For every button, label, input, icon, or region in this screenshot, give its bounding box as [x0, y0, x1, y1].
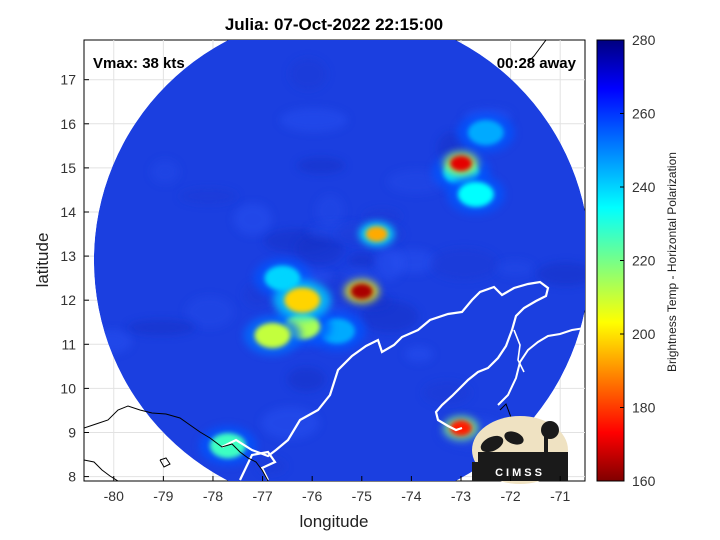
colorbar-ticks: 160 180 200 220 240 260 280: [620, 32, 656, 489]
feature-core: [467, 120, 504, 146]
colorbar-tick-label: 200: [632, 326, 656, 342]
texture-blob: [316, 194, 345, 227]
feature-core: [449, 155, 472, 172]
texture-blob: [496, 260, 535, 277]
swath: [93, 40, 585, 481]
cimss-logo: CIMSS: [472, 416, 568, 484]
x-axis: -80 -79 -78 -77 -76 -75 -74 -73 -72 -71: [104, 476, 571, 504]
texture-blob: [289, 58, 328, 91]
coastline: [221, 280, 550, 458]
y-axis-label: latitude: [33, 233, 52, 288]
x-tick-label: -80: [104, 488, 124, 504]
x-tick-label: -74: [401, 488, 421, 504]
brightness-features: [199, 112, 515, 466]
texture-blob: [127, 319, 196, 336]
x-tick-label: -72: [500, 488, 520, 504]
x-tick-label: -79: [153, 488, 173, 504]
y-tick-label: 11: [61, 336, 76, 352]
y-tick-label: 10: [60, 380, 76, 396]
y-axis: 8 9 10 11 12 13 14 15 16 17: [60, 72, 89, 485]
colorbar: [596, 39, 625, 482]
x-tick-label: -77: [252, 488, 272, 504]
texture-blob: [422, 380, 471, 405]
texture-blob: [387, 169, 446, 194]
y-tick-label: 14: [60, 204, 76, 220]
y-tick-label: 16: [60, 116, 76, 132]
feature-core: [254, 322, 291, 349]
texture-blob: [279, 107, 348, 132]
y-tick-label: 9: [68, 424, 76, 440]
colorbar-tick-label: 260: [632, 106, 656, 122]
x-tick-label: -75: [352, 488, 372, 504]
texture-blob: [404, 346, 433, 363]
x-axis-label: longitude: [299, 512, 368, 531]
texture-blob: [151, 159, 180, 184]
feature-core: [350, 283, 373, 300]
texture-blob: [297, 157, 346, 174]
land-outline: [159, 457, 171, 468]
y-tick-label: 13: [60, 248, 76, 264]
y-tick-label: 17: [60, 72, 76, 88]
texture-blob: [347, 252, 376, 269]
x-tick-label: -76: [302, 488, 322, 504]
y-tick-label: 8: [68, 469, 76, 485]
land-outline: [84, 405, 269, 481]
y-tick-label: 15: [60, 160, 76, 176]
land-outline: [527, 40, 547, 63]
texture-blob: [179, 188, 238, 205]
texture-blob: [258, 458, 287, 475]
colorbar-tick-label: 180: [632, 400, 656, 416]
colorbar-tick-label: 280: [632, 32, 656, 48]
coastline: [497, 327, 585, 406]
texture-blob: [185, 295, 234, 328]
feature-core: [365, 226, 388, 242]
logo-text: CIMSS: [495, 467, 545, 479]
y-tick-label: 12: [60, 292, 76, 308]
texture-blob: [536, 262, 585, 287]
colorbar-tick-label: 240: [632, 179, 656, 195]
chart-title: Julia: 07-Oct-2022 22:15:00: [225, 15, 443, 34]
texture-blob: [375, 248, 404, 281]
coastline: [513, 329, 525, 373]
colorbar-label: Brightness Temp - Horizontal Polarizatio…: [665, 152, 679, 372]
texture-blob: [363, 208, 402, 225]
x-tick-label: -78: [203, 488, 223, 504]
x-tick-label: -71: [550, 488, 570, 504]
colorbar-tick-label: 160: [632, 473, 656, 489]
colorbar-tick-label: 220: [632, 253, 656, 269]
vmax-annotation: Vmax: 38 kts: [93, 55, 185, 72]
feature-core: [284, 287, 321, 313]
texture-blob: [287, 367, 326, 392]
texture-blob: [295, 232, 344, 265]
texture-blob: [430, 248, 499, 281]
feature-core: [457, 181, 494, 207]
texture-blob: [261, 407, 320, 440]
land-outline: [84, 459, 119, 481]
texture-blob: [233, 203, 272, 236]
x-tick-label: -73: [451, 488, 471, 504]
away-annotation: 00:28 away: [497, 55, 577, 72]
